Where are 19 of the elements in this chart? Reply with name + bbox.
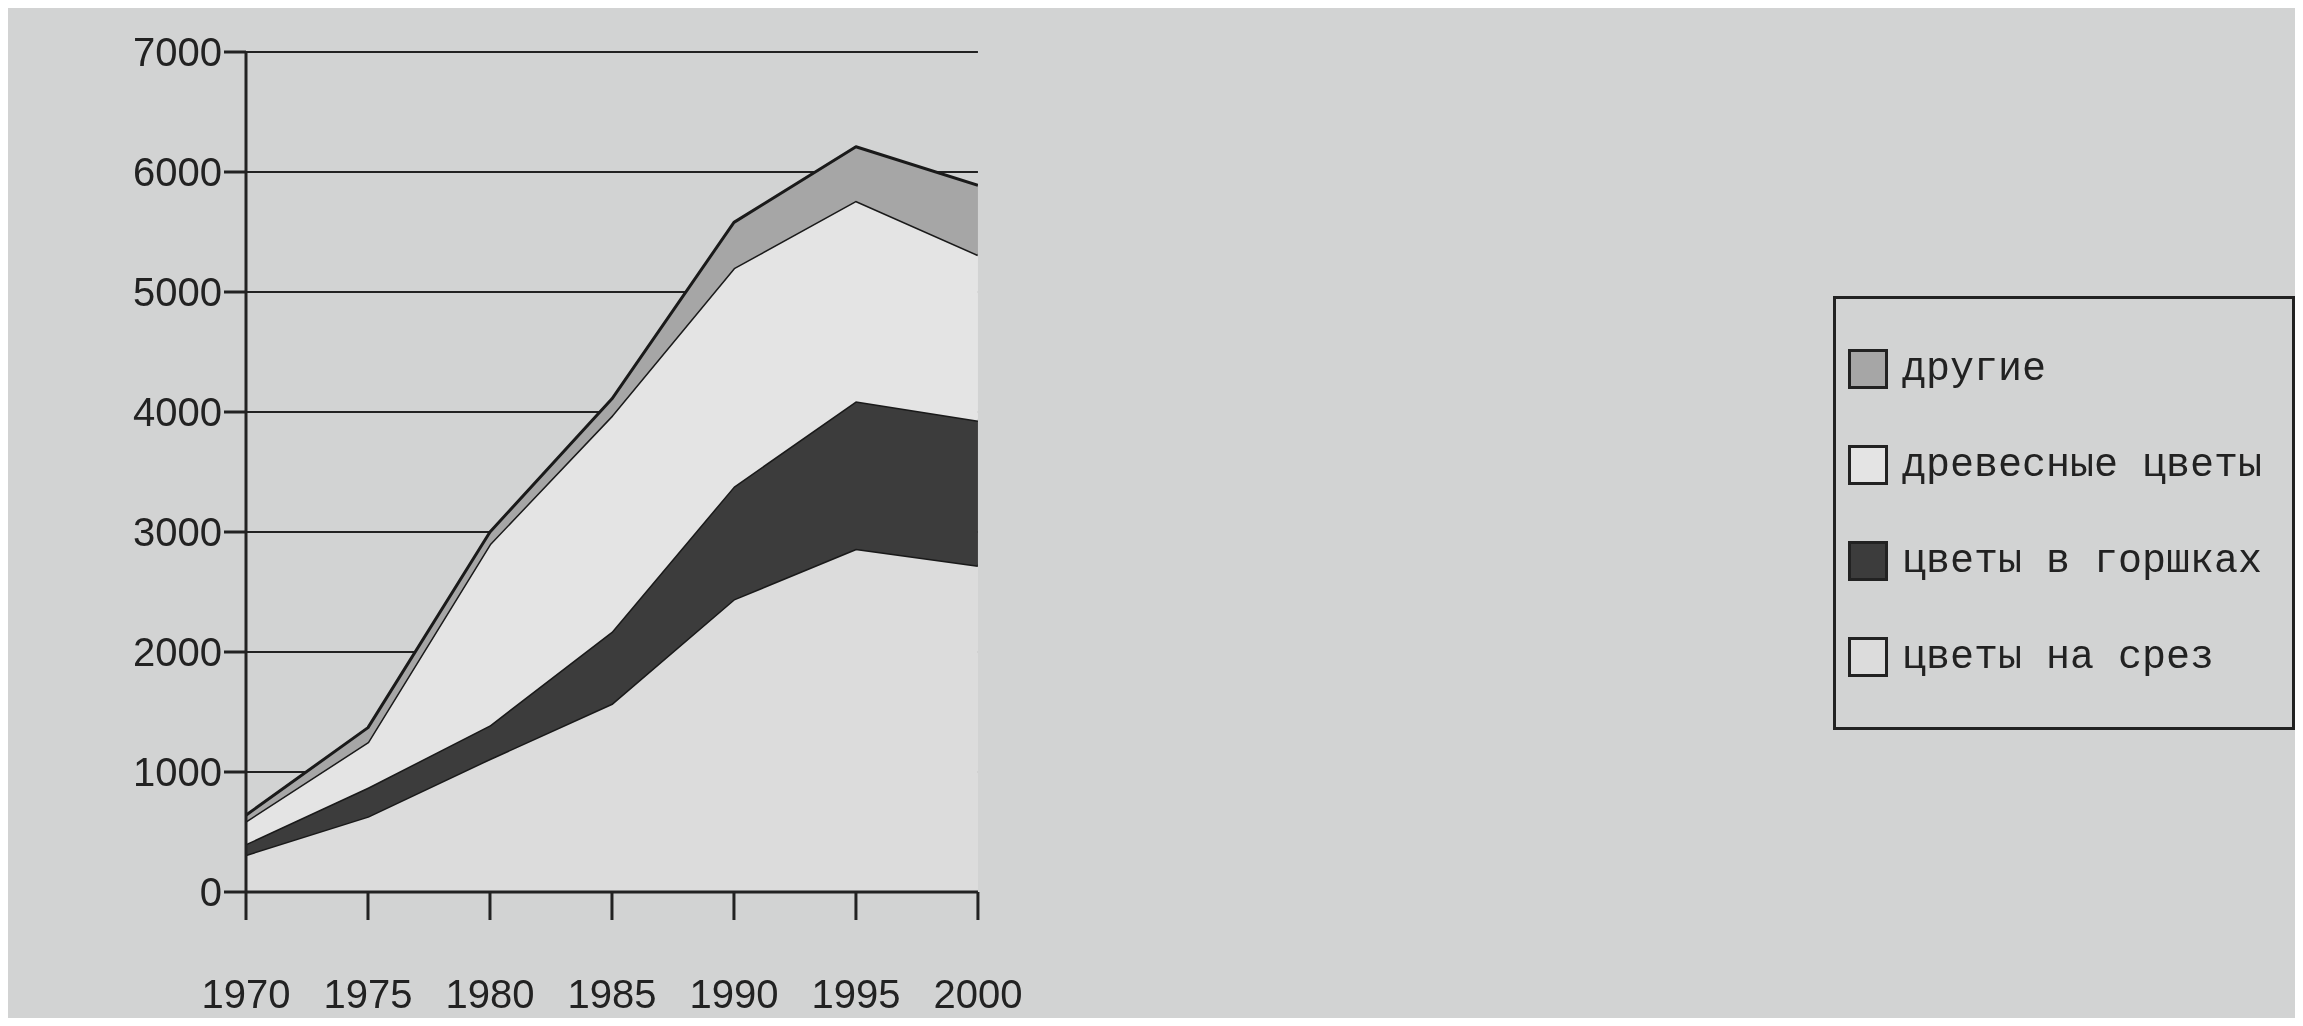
y-tick-label: 3000 bbox=[133, 510, 222, 555]
legend-label: древесные цветы bbox=[1901, 442, 2262, 488]
x-tick-label: 1970 bbox=[201, 972, 291, 1017]
x-tick-label: 1975 bbox=[323, 972, 413, 1017]
legend-label: другие bbox=[1901, 346, 2046, 392]
y-tick-label: 7000 bbox=[133, 30, 222, 75]
x-tick-label: 1980 bbox=[445, 972, 535, 1017]
x-tick-label: 1995 bbox=[811, 972, 901, 1017]
y-tick-label: 0 bbox=[199, 870, 222, 915]
y-tick-label: 1000 bbox=[133, 750, 222, 795]
y-tick-label: 2000 bbox=[133, 630, 222, 675]
x-tick-label: 1990 bbox=[689, 972, 779, 1017]
y-tick-label: 5000 bbox=[133, 270, 222, 315]
x-tick-label: 2000 bbox=[933, 972, 1023, 1017]
legend-label: цветы на срез bbox=[1901, 634, 2214, 680]
y-tick-label: 6000 bbox=[133, 150, 222, 195]
y-tick-label: 4000 bbox=[133, 390, 222, 435]
x-tick-label: 1985 bbox=[567, 972, 657, 1017]
legend-label: цветы в горшках bbox=[1901, 538, 2262, 584]
